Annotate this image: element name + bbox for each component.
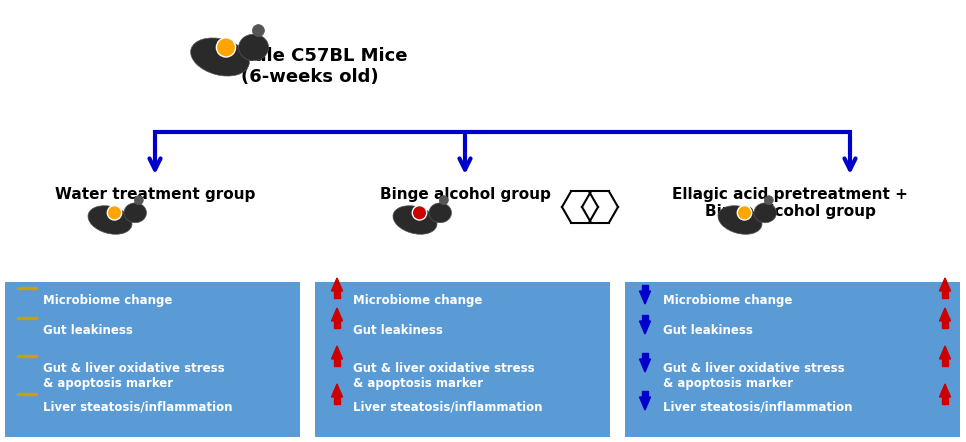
Polygon shape [639, 291, 650, 304]
Ellipse shape [239, 34, 269, 61]
Ellipse shape [753, 203, 777, 223]
Text: Gut & liver oxidative stress
& apoptosis marker: Gut & liver oxidative stress & apoptosis… [353, 362, 534, 390]
Circle shape [737, 206, 752, 220]
Polygon shape [940, 346, 951, 359]
Text: Liver steatosis/inflammation: Liver steatosis/inflammation [43, 400, 233, 413]
Polygon shape [641, 353, 648, 359]
Text: Microbiome change: Microbiome change [663, 294, 792, 307]
Circle shape [412, 206, 427, 220]
Text: Gut leakiness: Gut leakiness [663, 324, 753, 337]
Polygon shape [331, 346, 343, 359]
Polygon shape [333, 291, 340, 297]
Polygon shape [940, 384, 951, 397]
Text: Liver steatosis/inflammation: Liver steatosis/inflammation [353, 400, 543, 413]
Text: Binge alcohol group: Binge alcohol group [380, 187, 551, 202]
Polygon shape [17, 287, 37, 289]
Polygon shape [942, 291, 949, 297]
Ellipse shape [393, 206, 437, 234]
Ellipse shape [190, 38, 249, 76]
Text: Microbiome change: Microbiome change [353, 294, 482, 307]
Polygon shape [942, 397, 949, 404]
Ellipse shape [124, 203, 147, 223]
Text: Water treatment group: Water treatment group [55, 187, 255, 202]
Text: Microbiome change: Microbiome change [43, 294, 172, 307]
Polygon shape [331, 278, 343, 291]
Text: Gut leakiness: Gut leakiness [353, 324, 442, 337]
Polygon shape [333, 359, 340, 366]
Circle shape [216, 38, 236, 57]
Bar [625, 282, 960, 437]
Text: Gut & liver oxidative stress
& apoptosis marker: Gut & liver oxidative stress & apoptosis… [43, 362, 225, 390]
Polygon shape [17, 355, 37, 357]
Text: Ellagic acid pretreatment +
Binge alcohol group: Ellagic acid pretreatment + Binge alcoho… [672, 187, 908, 219]
Text: Liver steatosis/inflammation: Liver steatosis/inflammation [663, 400, 853, 413]
Polygon shape [333, 397, 340, 404]
Polygon shape [942, 321, 949, 328]
Polygon shape [17, 393, 37, 395]
Polygon shape [641, 390, 648, 397]
Polygon shape [940, 278, 951, 291]
Polygon shape [17, 317, 37, 319]
Ellipse shape [764, 196, 774, 205]
Polygon shape [940, 308, 951, 321]
Polygon shape [639, 397, 650, 410]
Polygon shape [641, 285, 648, 291]
Text: Female C57BL Mice
(6-weeks old): Female C57BL Mice (6-weeks old) [213, 47, 408, 86]
Circle shape [107, 206, 122, 220]
Bar [5, 282, 300, 437]
Polygon shape [639, 359, 650, 372]
Text: Gut & liver oxidative stress
& apoptosis marker: Gut & liver oxidative stress & apoptosis… [663, 362, 844, 390]
Bar [315, 282, 610, 437]
Ellipse shape [134, 196, 143, 205]
Polygon shape [942, 359, 949, 366]
Ellipse shape [252, 25, 265, 37]
Polygon shape [641, 315, 648, 321]
Ellipse shape [429, 203, 451, 223]
Polygon shape [331, 308, 343, 321]
Ellipse shape [718, 206, 762, 234]
Ellipse shape [440, 196, 448, 205]
Ellipse shape [88, 206, 132, 234]
Polygon shape [639, 321, 650, 334]
Polygon shape [333, 321, 340, 328]
Polygon shape [331, 384, 343, 397]
Text: Gut leakiness: Gut leakiness [43, 324, 133, 337]
